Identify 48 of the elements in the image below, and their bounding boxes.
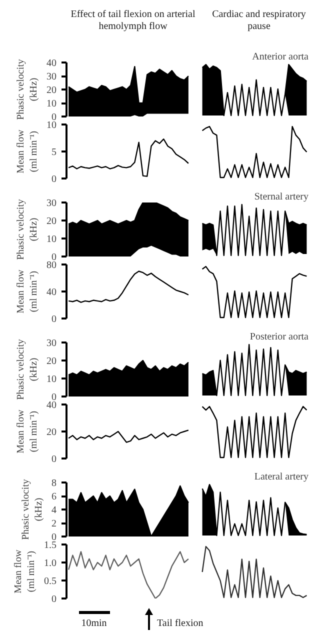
y-tick-label: 1.0 <box>44 558 56 569</box>
y-tick-label: 40 <box>46 287 56 298</box>
y-axis-title: Phasic velocity (kHz) <box>15 59 40 120</box>
y-axis-title: Phasic velocity (kHz) <box>15 339 40 400</box>
chart-title: Effect of tail flexion on arterial hemolymph flow <box>70 9 196 33</box>
y-tick-label: 20 <box>46 216 56 227</box>
y-tick-label: 10 <box>46 234 56 245</box>
y-tick-label: 20 <box>46 356 56 367</box>
text: Anterior aorta <box>252 52 310 62</box>
y-tick-label: 30 <box>46 338 56 349</box>
y-tick-label: 0 <box>52 252 56 263</box>
text: Lateral artery <box>254 472 309 482</box>
text: Posterior aorta <box>250 332 310 342</box>
y-tick-label: 10 <box>46 98 56 110</box>
line-series <box>68 551 190 598</box>
y-tick-label: 0 <box>52 174 56 185</box>
text: Tail flexion <box>157 618 204 630</box>
y-tick-label: 20 <box>46 427 56 438</box>
y-tick-label: 0 <box>52 112 56 123</box>
y-tick-label: 4 <box>52 505 56 516</box>
y-tick-label: 20 <box>46 85 56 96</box>
y-tick-label: 30 <box>46 72 56 82</box>
y-axis-title: Mean flow (ml min⁻¹) <box>12 548 37 594</box>
y-tick-label: 10 <box>46 120 56 131</box>
y-tick-label: 0 <box>52 314 56 325</box>
y-axis-title: Mean flow (ml min⁻¹) <box>15 128 40 174</box>
y-axis-title: Mean flow (ml min⁻¹) <box>15 268 40 314</box>
y-tick-label: 5 <box>52 147 56 158</box>
y-tick-label: 0 <box>52 594 56 605</box>
y-axis-title: Phasic velocity (kHz) <box>20 479 44 540</box>
y-tick-label: 40 <box>46 400 56 411</box>
y-tick-label: 1.5 <box>44 540 56 551</box>
y-tick-label: 10 <box>46 374 56 385</box>
chart-title: Cardiac and respiratory pause <box>211 9 307 33</box>
y-tick-label: 6 <box>52 492 56 502</box>
y-axis-title: Phasic velocity (kHz) <box>15 199 40 260</box>
y-tick-label: 30 <box>46 198 56 209</box>
y-tick-label: 0 <box>52 532 56 543</box>
y-tick-label: 0 <box>52 392 56 403</box>
y-tick-label: 8 <box>52 478 56 489</box>
y-tick-label: 2 <box>52 518 56 530</box>
y-tick-label: 40 <box>46 58 56 69</box>
y-tick-label: 80 <box>46 260 56 271</box>
y-axis-title: Mean flow (ml min⁻¹) <box>15 408 40 454</box>
text: Sternal artery <box>254 192 308 202</box>
y-tick-label: 0 <box>52 454 56 465</box>
y-tick-label: 0.5 <box>44 576 56 587</box>
text: 10min <box>80 618 108 630</box>
